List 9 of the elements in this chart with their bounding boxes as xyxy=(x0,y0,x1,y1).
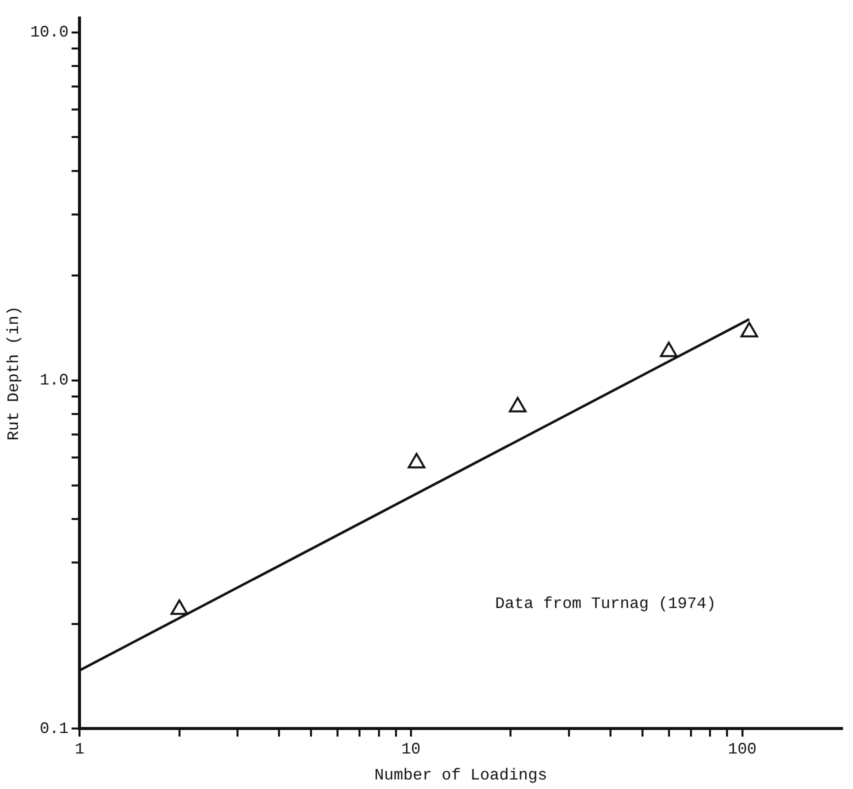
x-tick-label: 10 xyxy=(401,740,421,758)
x-axis-title: Number of Loadings xyxy=(374,766,548,785)
y-axis-title: Rut Depth (in) xyxy=(4,306,23,441)
x-tick-label: 1 xyxy=(74,740,84,758)
y-tick-label: 10.0 xyxy=(30,24,69,42)
y-tick-label: 0.1 xyxy=(40,720,69,738)
y-tick-label: 1.0 xyxy=(40,372,69,390)
annotation: Data from Turnag (1974) xyxy=(495,594,716,613)
x-tick-label: 100 xyxy=(728,740,757,758)
